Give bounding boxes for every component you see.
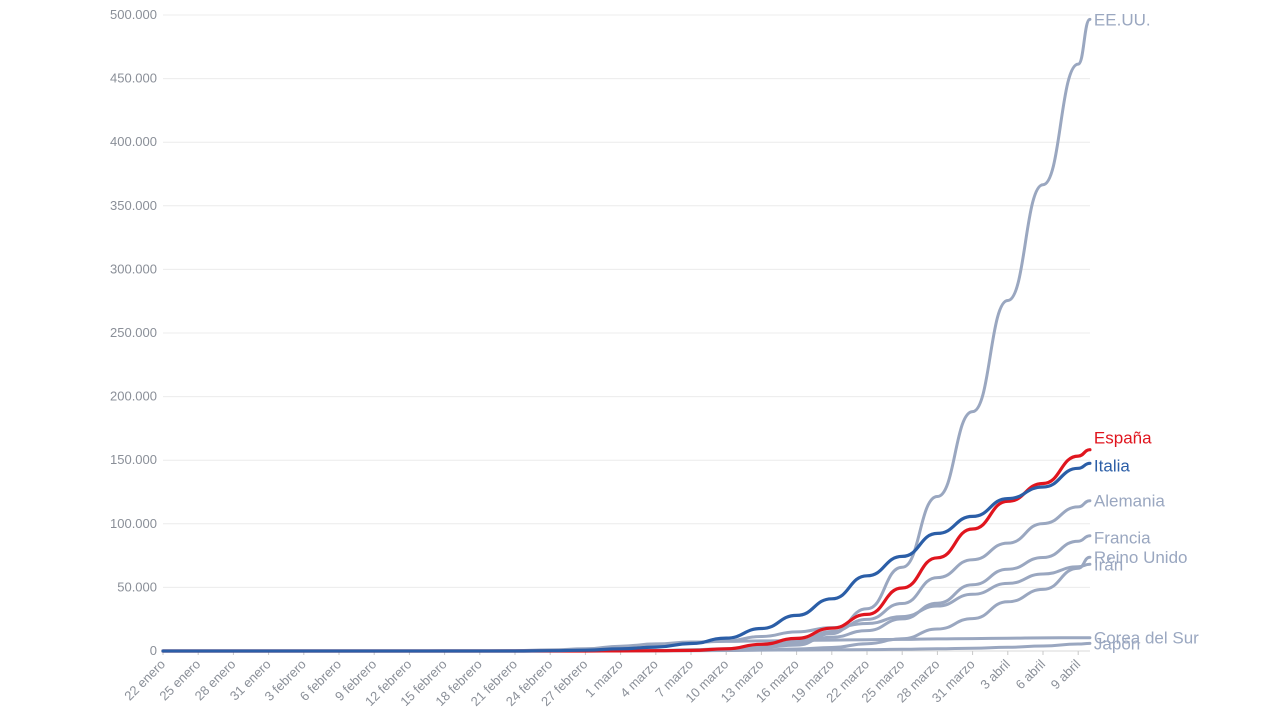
x-tick-label: 9 abril	[1048, 656, 1084, 692]
series-line-ee-uu-	[161, 17, 1092, 653]
series-line-alemania	[161, 499, 1092, 653]
gridlines	[163, 14, 1090, 652]
y-tick-label: 300.000	[110, 261, 157, 276]
y-tick-label: 50.000	[117, 579, 157, 594]
series-lines	[161, 17, 1092, 653]
y-axis: 0 50.000 100.000 150.000 200.000 250.000 300.0…	[110, 7, 157, 658]
series-label-irán: Irán	[1094, 555, 1123, 574]
y-tick-label: 100.000	[110, 516, 157, 531]
y-tick-label: 350.000	[110, 198, 157, 213]
series-label-francia: Francia	[1094, 529, 1151, 548]
x-tick-label: 4 marzo	[617, 657, 661, 701]
series-line-italia	[161, 461, 1092, 653]
x-tick-label: 6 abril	[1012, 656, 1048, 692]
y-tick-label: 450.000	[110, 71, 157, 86]
y-tick-label: 500.000	[110, 7, 157, 22]
series-label-corea-del-sur: Corea del Sur	[1094, 629, 1199, 648]
series-label-ee-uu-: EE.UU.	[1094, 10, 1151, 29]
series-label-italia: Italia	[1094, 456, 1130, 475]
x-tick-label: 3 abril	[977, 656, 1013, 692]
series-line-francia	[161, 534, 1092, 653]
series-label-españa: España	[1094, 429, 1152, 448]
x-tick-label: 1 marzo	[582, 657, 626, 701]
series-label-alemania: Alemania	[1094, 492, 1165, 511]
y-tick-label: 250.000	[110, 325, 157, 340]
y-tick-label: 400.000	[110, 134, 157, 149]
series-label-reino-unido: Reino Unido	[1094, 548, 1188, 567]
series-label-japón: Japón	[1094, 634, 1140, 653]
series-line-españa	[161, 448, 1092, 653]
y-tick-label: 150.000	[110, 452, 157, 467]
y-tick-label: 0	[150, 643, 157, 658]
y-tick-label: 200.000	[110, 389, 157, 404]
